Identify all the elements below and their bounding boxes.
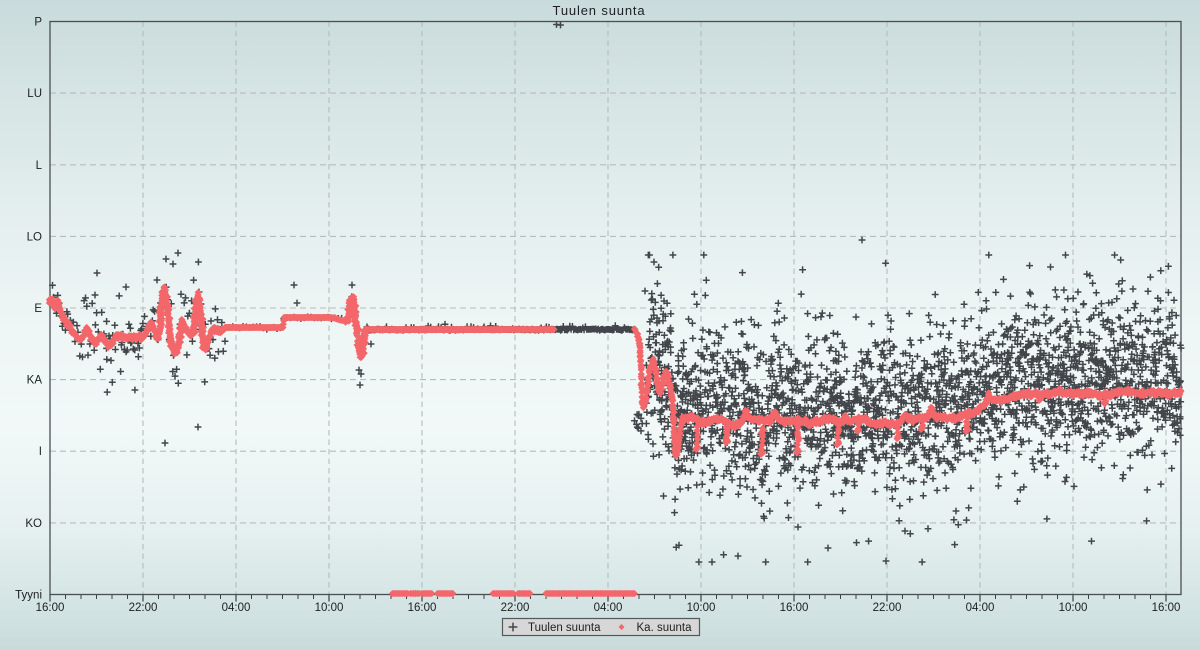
svg-text:E: E [34,303,42,315]
svg-text:Tyyni: Tyyni [15,590,42,602]
svg-text:04:00: 04:00 [966,602,995,614]
svg-text:22:00: 22:00 [129,602,158,614]
svg-text:KA: KA [27,375,43,387]
svg-text:10:00: 10:00 [687,602,716,614]
svg-text:I: I [39,446,42,458]
svg-text:22:00: 22:00 [873,602,902,614]
svg-text:10:00: 10:00 [315,602,344,614]
svg-text:04:00: 04:00 [222,602,251,614]
svg-text:LU: LU [27,88,42,100]
svg-text:LO: LO [27,231,42,243]
svg-text:04:00: 04:00 [594,602,623,614]
svg-text:16:00: 16:00 [36,602,65,614]
svg-text:KO: KO [25,518,42,530]
svg-text:16:00: 16:00 [780,602,809,614]
svg-text:P: P [34,17,42,29]
svg-text:Ka. suunta: Ka. suunta [637,622,693,634]
svg-text:10:00: 10:00 [1059,602,1088,614]
svg-text:22:00: 22:00 [501,602,530,614]
svg-text:Tuulen suunta: Tuulen suunta [528,622,601,634]
svg-text:16:00: 16:00 [408,602,437,614]
svg-text:L: L [36,160,43,172]
svg-text:Tuulen suunta: Tuulen suunta [553,3,646,18]
svg-text:16:00: 16:00 [1152,602,1181,614]
